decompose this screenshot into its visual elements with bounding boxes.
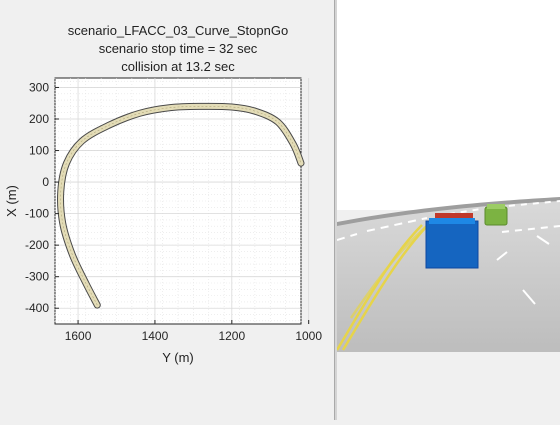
y-axis-label: X (m): [4, 185, 19, 217]
plot-title-line-2: scenario stop time = 32 sec: [99, 41, 258, 56]
ego-vehicle: [425, 218, 479, 269]
road-center-line: [60, 106, 302, 306]
x-tick-label: 1000: [295, 329, 322, 343]
birds-eye-plot-panel: scenario_LFACC_03_Curve_StopnGo scenario…: [4, 23, 323, 365]
y-tick-label: 300: [29, 80, 49, 94]
x-tick-label: 1600: [65, 329, 92, 343]
road-path: [57, 102, 305, 309]
birds-eye-plot: scenario_LFACC_03_Curve_StopnGo scenario…: [4, 23, 322, 365]
y-tick-label: -200: [25, 238, 49, 252]
x-tick-label: 1200: [218, 329, 245, 343]
panel-splitter[interactable]: [334, 0, 337, 420]
side-vehicle: [484, 204, 508, 226]
view-bottom-margin: [337, 352, 560, 420]
lane-markings: [336, 200, 560, 305]
x-axis-label: Y (m): [162, 350, 194, 365]
y-tick-label: 200: [29, 112, 49, 126]
sky: [337, 0, 560, 210]
plot-grid: [54, 78, 310, 324]
y-tick-label: -400: [25, 301, 49, 315]
plot-title-line-3: collision at 13.2 sec: [121, 59, 235, 74]
road-surface: [337, 200, 560, 352]
center-yellow-lines: [335, 223, 430, 351]
chase-view-scene: [335, 0, 560, 420]
y-tick-label: -300: [25, 270, 49, 284]
plot-ticks: 1600 1400 1200 10003002001000-100-200-300-4…: [25, 80, 322, 343]
chase-camera-view: [335, 0, 560, 420]
plot-title-line-1: scenario_LFACC_03_Curve_StopnGo: [68, 23, 288, 38]
y-tick-label: 0: [42, 175, 49, 189]
y-tick-label: 100: [29, 144, 49, 158]
x-tick-label: 1400: [142, 329, 169, 343]
lead-vehicle: [435, 213, 473, 222]
y-tick-label: -100: [25, 207, 49, 221]
